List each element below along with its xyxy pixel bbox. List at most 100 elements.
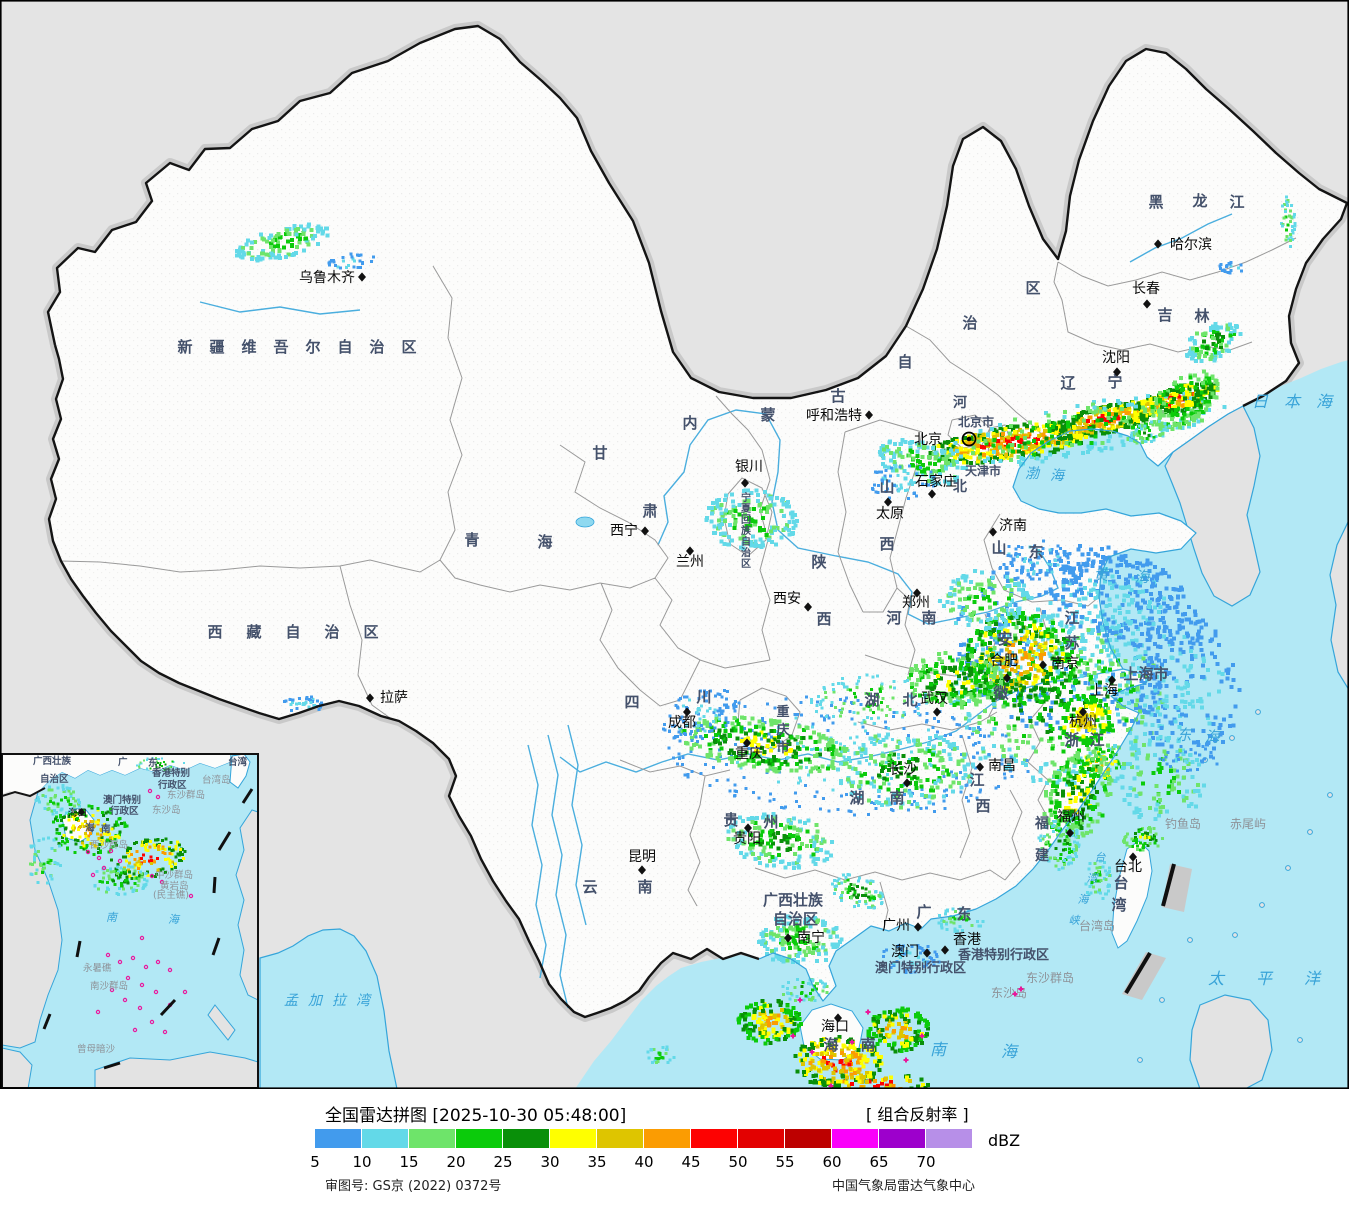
sea-label: 南 [930,1040,949,1059]
inset-dash-icon [212,876,217,894]
province-label: 重 [776,704,789,720]
sea-label: 太 [1208,969,1226,988]
sea-label: 海 [1204,728,1221,746]
sea-label: 孟 [284,993,300,1009]
city-label: 石家庄 [915,473,957,490]
city-marker-icon [641,526,649,536]
inset-radar-layer [28,757,187,896]
sea-label: 台 [1095,851,1108,864]
province-label: 肃 [642,502,657,520]
city-label: 重庆 [735,746,763,762]
scale-cell-45 [691,1129,737,1148]
islet [1285,865,1291,871]
city-marker-icon [834,1013,842,1023]
city-marker [913,588,921,598]
province-label: 浙 [1064,731,1079,749]
province-label: 治 [962,314,977,332]
province-label: 上海市 [1123,665,1168,683]
scale-cell-10 [362,1129,408,1148]
city-marker [744,823,752,833]
product-label: [ 组合反射率 ] [866,1105,969,1124]
inset-label: 行政区 [157,779,187,791]
dash-line-icon [1124,951,1152,995]
reef-icon [101,865,107,871]
city-marker [804,602,812,612]
province-label: 黑 [1148,193,1163,211]
province-label: 古 [830,387,845,405]
city-label: 海口 [821,1019,849,1035]
province-label: 安 [997,630,1012,648]
reef-icon [155,794,161,800]
reef-icon [153,989,159,995]
city-marker-icon [744,823,752,833]
province-label: 庆 [775,722,789,738]
radar-cell-17 [1139,618,1242,764]
city-marker [1066,828,1074,838]
sea-layer [259,360,1349,1089]
city-marker-icon [1066,828,1074,838]
reef-icon [96,855,102,861]
inset-label: (民主礁) [153,889,189,901]
radar-cell-25 [907,650,1004,710]
radar-cell-24 [726,812,834,870]
inset-label: 东沙群岛 [167,789,205,801]
scale-tick: 35 [587,1153,607,1171]
city-label: 北京 [914,432,942,448]
legend-panel: 全国雷达拼图 [2025-10-30 05:48:00] [ 组合反射率 ] 5… [0,1089,1349,1208]
province-label: 吉 [1157,306,1172,324]
city-label: 西宁 [610,522,638,539]
islet [1137,1057,1143,1063]
scale-tick: 5 [310,1153,320,1171]
reef-icon [162,1029,168,1035]
islet [1232,932,1238,938]
city-marker-icon [914,922,922,932]
city-marker-icon [1113,367,1121,377]
province-label: 广 [916,903,931,921]
city-marker-icon [865,410,873,420]
city-marker [933,707,941,717]
inset-label: 广西壮族 [33,755,72,767]
reef-icon [130,955,136,961]
city-marker-icon [804,602,812,612]
province-label: 青 [464,531,479,549]
china-radar-map: 新疆维吾尔自治区西藏自治区青 海甘肃内 蒙古自治区黑龙江吉 林辽 宁河北山西山东河 南陕西… [0,0,1349,1089]
radar-cell-23 [835,732,975,810]
sea-label: 日 [1252,392,1270,411]
city-marker [743,738,751,748]
scale-tick: 55 [775,1153,795,1171]
sea-label: 海 [1078,893,1091,906]
sea-label: 海 [1134,568,1151,586]
province-label: 山 [879,478,894,496]
reef-icon [109,987,115,993]
scale-tick: 45 [681,1153,701,1171]
city-marker-icon [1079,707,1087,717]
inset-label: 香港特别 [151,767,190,779]
province-label: 河 [886,609,901,627]
province-label: 江 [969,771,984,789]
scale-cell-50 [738,1129,784,1148]
province-label: 北 [902,691,917,709]
sea-label: 洋 [1304,969,1322,988]
reef-icon [137,1005,143,1011]
sea-label: 海 [1050,468,1066,484]
province-label: 河 [953,394,967,411]
province-label: 区 [741,558,751,570]
radar-cell-38 [866,1006,931,1054]
city-marker [928,489,936,499]
province-label: 夏 [740,503,752,515]
radar-cell-26 [662,688,737,743]
province-label: 自 [897,353,912,371]
province-label: 治 [741,546,751,559]
islet [1187,937,1193,943]
inset-label: 南 [101,823,111,835]
city-marker [989,527,997,537]
radar-cell-28 [1042,747,1114,843]
reef-icon [139,935,145,941]
city-label: 呼和浩特 [806,408,862,424]
radar-cell-10 [1129,419,1171,445]
city-marker-icon [933,707,941,717]
inset-dash-icon [159,998,177,1017]
inset-dash-icon [217,831,232,851]
province-label: 族 [741,524,752,537]
taiwan-island [1111,840,1153,949]
